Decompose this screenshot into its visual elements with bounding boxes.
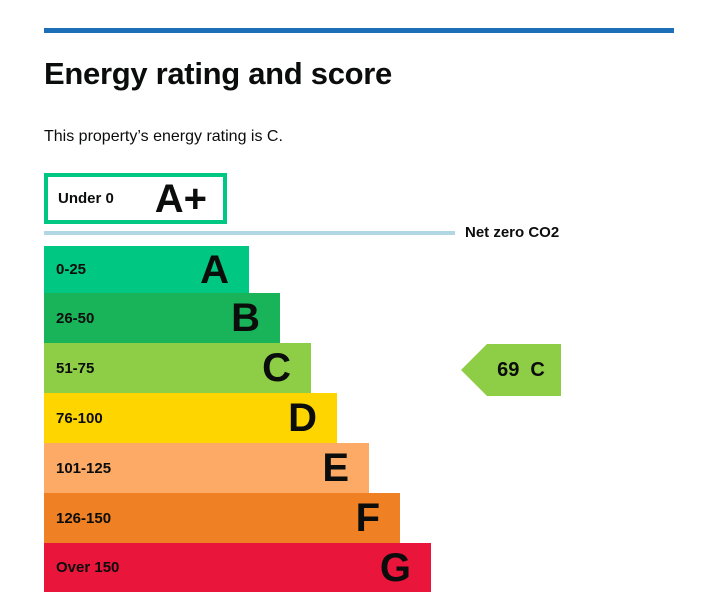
band-range-label: 26-50 <box>56 309 95 327</box>
band-range-label: 0-25 <box>56 261 87 278</box>
band-letter: B <box>231 296 260 340</box>
band-range-label: 76-100 <box>56 409 103 427</box>
current-rating-band: C <box>530 358 545 381</box>
current-rating-score: 69 <box>497 358 520 381</box>
band-row-f: 126-150 F <box>44 493 400 543</box>
band-letter: E <box>322 446 349 490</box>
band-row-a-plus: Under 0 A+ <box>44 173 227 224</box>
band-row-a: 0-25 A <box>44 246 249 293</box>
band-range-label: 101-125 <box>56 459 112 477</box>
band-row-b: 26-50 B <box>44 293 280 343</box>
epc-rating-chart: Under 0 A+ Net zero CO2 0-25 A 26-50 B 51-75… <box>44 173 704 595</box>
band-letter: A+ <box>154 176 207 221</box>
band-list: 0-25 A 26-50 B 51-75 C 76-100 D 101-125 E 126-150 F… <box>44 246 431 592</box>
band-range-label: 126-150 <box>56 509 112 527</box>
net-zero-label: Net zero CO2 <box>465 224 560 241</box>
band-letter: D <box>288 396 317 440</box>
band-range-label: Over 150 <box>56 559 120 576</box>
band-letter: G <box>379 545 411 590</box>
current-rating-arrow: 69 C <box>461 344 561 396</box>
section-divider-rule <box>44 28 674 33</box>
net-zero-line <box>44 231 455 235</box>
band-range-label: 51-75 <box>56 359 95 377</box>
band-letter: F <box>355 496 380 540</box>
band-row-d: 76-100 D <box>44 393 337 443</box>
energy-rating-section: Energy rating and score This property’s … <box>44 28 704 595</box>
band-row-e: 101-125 E <box>44 443 369 493</box>
band-range-label: Under 0 <box>58 190 114 207</box>
band-letter: A <box>200 247 229 292</box>
band-row-g: Over 150 G <box>44 543 431 592</box>
band-row-c: 51-75 C <box>44 343 311 393</box>
page-title: Energy rating and score <box>44 56 392 91</box>
band-letter: C <box>262 346 291 390</box>
rating-summary-text: This property’s energy rating is C. <box>44 128 283 145</box>
